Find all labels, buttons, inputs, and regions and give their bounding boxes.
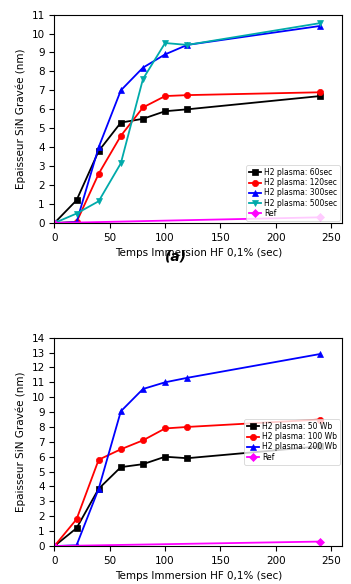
Line: H2 plasma: 500sec: H2 plasma: 500sec bbox=[51, 20, 323, 226]
H2 plasma: 50 Wb: (20, 1.2): 50 Wb: (20, 1.2) bbox=[74, 524, 79, 531]
H2 plasma: 50 Wb: (0, 0): 50 Wb: (0, 0) bbox=[52, 543, 57, 550]
H2 plasma: 300sec: (80, 8.2): 300sec: (80, 8.2) bbox=[141, 64, 145, 71]
H2 plasma: 300sec: (0, 0): 300sec: (0, 0) bbox=[52, 220, 57, 227]
H2 plasma: 120sec: (240, 6.9): 120sec: (240, 6.9) bbox=[318, 89, 322, 96]
H2 plasma: 60sec: (100, 5.9): 60sec: (100, 5.9) bbox=[163, 107, 167, 114]
H2 plasma: 120sec: (100, 6.7): 120sec: (100, 6.7) bbox=[163, 93, 167, 100]
H2 plasma: 300sec: (240, 10.4): 300sec: (240, 10.4) bbox=[318, 22, 322, 29]
H2 plasma: 500sec: (80, 7.6): 500sec: (80, 7.6) bbox=[141, 75, 145, 82]
H2 plasma: 500sec: (20, 0.5): 500sec: (20, 0.5) bbox=[74, 210, 79, 217]
H2 plasma: 60sec: (20, 1.2): 60sec: (20, 1.2) bbox=[74, 197, 79, 204]
X-axis label: Temps Immersion HF 0,1% (sec): Temps Immersion HF 0,1% (sec) bbox=[115, 248, 282, 258]
Line: H2 plasma: 300sec: H2 plasma: 300sec bbox=[51, 23, 323, 226]
H2 plasma: 500sec: (60, 3.15): 500sec: (60, 3.15) bbox=[119, 160, 123, 167]
H2 plasma: 50 Wb: (40, 3.85): 50 Wb: (40, 3.85) bbox=[97, 485, 101, 492]
H2 plasma: 100 Wb: (240, 8.5): 100 Wb: (240, 8.5) bbox=[318, 416, 322, 423]
Line: H2 plasma: 60sec: H2 plasma: 60sec bbox=[51, 93, 323, 226]
H2 plasma: 50 Wb: (60, 5.3): 50 Wb: (60, 5.3) bbox=[119, 464, 123, 471]
H2 plasma: 100 Wb: (40, 5.8): 100 Wb: (40, 5.8) bbox=[97, 456, 101, 463]
Text: (a): (a) bbox=[164, 249, 187, 263]
H2 plasma: 60sec: (60, 5.3): 60sec: (60, 5.3) bbox=[119, 119, 123, 126]
H2 plasma: 100 Wb: (100, 7.9): 100 Wb: (100, 7.9) bbox=[163, 425, 167, 432]
H2 plasma: 60sec: (240, 6.7): 60sec: (240, 6.7) bbox=[318, 93, 322, 100]
H2 plasma: 200 Wb: (100, 11): 200 Wb: (100, 11) bbox=[163, 379, 167, 386]
H2 plasma: 100 Wb: (120, 8): 100 Wb: (120, 8) bbox=[185, 423, 189, 430]
H2 plasma: 60sec: (120, 6): 60sec: (120, 6) bbox=[185, 106, 189, 113]
H2 plasma: 200 Wb: (240, 12.9): 200 Wb: (240, 12.9) bbox=[318, 350, 322, 357]
X-axis label: Temps Immersion HF 0,1% (sec): Temps Immersion HF 0,1% (sec) bbox=[115, 571, 282, 581]
Y-axis label: Epaisseur SiN Gravée (nm): Epaisseur SiN Gravée (nm) bbox=[15, 48, 26, 189]
H2 plasma: 500sec: (240, 10.6): 500sec: (240, 10.6) bbox=[318, 20, 322, 27]
H2 plasma: 60sec: (40, 3.8): 60sec: (40, 3.8) bbox=[97, 148, 101, 155]
Legend: H2 plasma: 60sec, H2 plasma: 120sec, H2 plasma: 300sec, H2 plasma: 500sec, Ref: H2 plasma: 60sec, H2 plasma: 120sec, H2 … bbox=[246, 165, 340, 221]
H2 plasma: 120sec: (60, 4.6): 120sec: (60, 4.6) bbox=[119, 133, 123, 140]
Line: H2 plasma: 50 Wb: H2 plasma: 50 Wb bbox=[51, 443, 323, 549]
H2 plasma: 200 Wb: (0, 0): 200 Wb: (0, 0) bbox=[52, 543, 57, 550]
H2 plasma: 500sec: (120, 9.4): 500sec: (120, 9.4) bbox=[185, 41, 189, 48]
H2 plasma: 60sec: (0, 0): 60sec: (0, 0) bbox=[52, 220, 57, 227]
Legend: H2 plasma: 50 Wb, H2 plasma: 100 Wb, H2 plasma: 200 Wb, Ref: H2 plasma: 50 Wb, H2 plasma: 100 Wb, H2 … bbox=[244, 419, 340, 465]
H2 plasma: 120sec: (40, 2.6): 120sec: (40, 2.6) bbox=[97, 171, 101, 178]
H2 plasma: 500sec: (0, 0): 500sec: (0, 0) bbox=[52, 220, 57, 227]
H2 plasma: 500sec: (100, 9.5): 500sec: (100, 9.5) bbox=[163, 40, 167, 47]
H2 plasma: 300sec: (20, 0.05): 300sec: (20, 0.05) bbox=[74, 218, 79, 225]
H2 plasma: 120sec: (0, 0): 120sec: (0, 0) bbox=[52, 220, 57, 227]
H2 plasma: 60sec: (80, 5.5): 60sec: (80, 5.5) bbox=[141, 115, 145, 122]
H2 plasma: 100 Wb: (20, 1.8): 100 Wb: (20, 1.8) bbox=[74, 516, 79, 523]
H2 plasma: 50 Wb: (100, 6): 50 Wb: (100, 6) bbox=[163, 453, 167, 460]
H2 plasma: 300sec: (40, 4): 300sec: (40, 4) bbox=[97, 144, 101, 151]
H2 plasma: 120sec: (120, 6.75): 120sec: (120, 6.75) bbox=[185, 92, 189, 99]
H2 plasma: 120sec: (80, 6.1): 120sec: (80, 6.1) bbox=[141, 104, 145, 111]
H2 plasma: 50 Wb: (240, 6.7): 50 Wb: (240, 6.7) bbox=[318, 443, 322, 450]
H2 plasma: 300sec: (120, 9.4): 300sec: (120, 9.4) bbox=[185, 41, 189, 48]
Y-axis label: Epaisseur SiN Gravée (nm): Epaisseur SiN Gravée (nm) bbox=[15, 371, 26, 512]
H2 plasma: 100 Wb: (80, 7.1): 100 Wb: (80, 7.1) bbox=[141, 437, 145, 444]
Line: H2 plasma: 200 Wb: H2 plasma: 200 Wb bbox=[51, 351, 323, 549]
H2 plasma: 300sec: (60, 7): 300sec: (60, 7) bbox=[119, 87, 123, 94]
Line: H2 plasma: 100 Wb: H2 plasma: 100 Wb bbox=[51, 416, 323, 549]
H2 plasma: 200 Wb: (60, 9.05): 200 Wb: (60, 9.05) bbox=[119, 408, 123, 415]
H2 plasma: 300sec: (100, 8.9): 300sec: (100, 8.9) bbox=[163, 51, 167, 58]
H2 plasma: 200 Wb: (80, 10.6): 200 Wb: (80, 10.6) bbox=[141, 385, 145, 392]
H2 plasma: 500sec: (40, 1.15): 500sec: (40, 1.15) bbox=[97, 198, 101, 205]
H2 plasma: 100 Wb: (60, 6.5): 100 Wb: (60, 6.5) bbox=[119, 446, 123, 453]
H2 plasma: 100 Wb: (0, 0): 100 Wb: (0, 0) bbox=[52, 543, 57, 550]
H2 plasma: 50 Wb: (80, 5.5): 50 Wb: (80, 5.5) bbox=[141, 461, 145, 468]
H2 plasma: 200 Wb: (20, 0.05): 200 Wb: (20, 0.05) bbox=[74, 542, 79, 549]
H2 plasma: 120sec: (20, 0.05): 120sec: (20, 0.05) bbox=[74, 218, 79, 225]
Line: H2 plasma: 120sec: H2 plasma: 120sec bbox=[51, 89, 323, 226]
H2 plasma: 200 Wb: (40, 3.85): 200 Wb: (40, 3.85) bbox=[97, 485, 101, 492]
H2 plasma: 200 Wb: (120, 11.3): 200 Wb: (120, 11.3) bbox=[185, 374, 189, 381]
H2 plasma: 50 Wb: (120, 5.9): 50 Wb: (120, 5.9) bbox=[185, 455, 189, 462]
